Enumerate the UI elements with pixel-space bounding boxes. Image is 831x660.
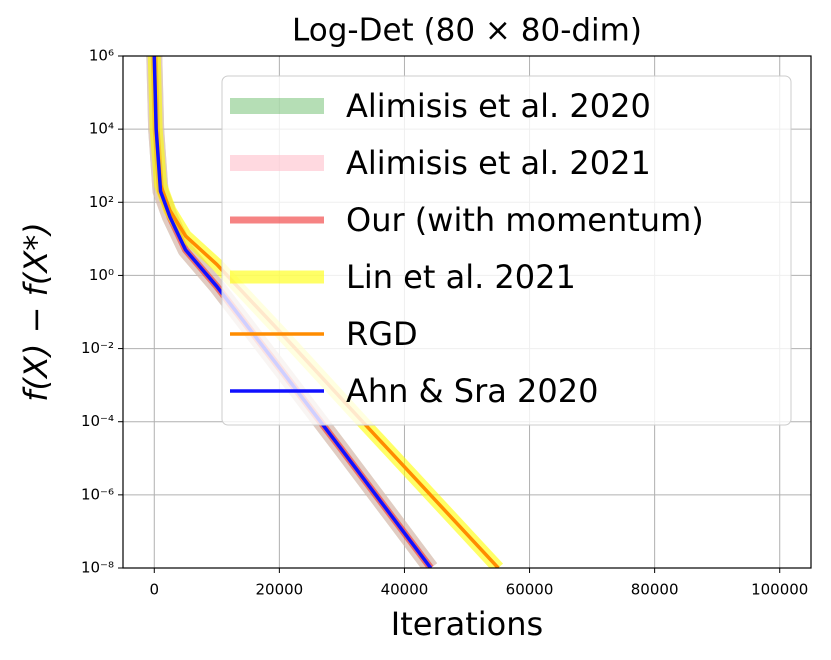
y-tick-label: 10⁻² [81, 339, 114, 357]
x-tick-label: 40000 [381, 581, 429, 599]
x-tick-label: 20000 [256, 581, 304, 599]
chart-title: Log-Det (80 × 80-dim) [292, 13, 642, 49]
legend: Alimisis et al. 2020 Alimisis et al. 2021… [221, 75, 792, 426]
y-tick-label: 10⁰ [89, 266, 114, 284]
x-tick-label: 100000 [751, 581, 808, 599]
legend-label: RGD [346, 315, 418, 353]
x-axis-label: Iterations [391, 605, 543, 643]
y-tick-label: 10⁴ [89, 120, 114, 138]
legend-label: Alimisis et al. 2020 [346, 87, 651, 125]
legend-label: Alimisis et al. 2021 [346, 144, 651, 182]
legend-label: Lin et al. 2021 [346, 258, 576, 296]
x-tick-label: 60000 [506, 581, 554, 599]
y-tick-label: 10⁻⁶ [81, 485, 114, 503]
y-tick-label: 10⁶ [89, 47, 114, 65]
y-tick-label: 10⁻⁴ [81, 412, 114, 430]
y-axis-label: f(X) − f(X*) [17, 222, 55, 401]
y-tick-label: 10² [89, 193, 114, 211]
legend-box [221, 75, 792, 426]
x-tick-label: 0 [149, 581, 159, 599]
y-tick-label: 10⁻⁸ [81, 559, 114, 577]
plot-frame [122, 55, 812, 569]
x-tick-label: 80000 [631, 581, 679, 599]
legend-label: Our (with momentum) [346, 201, 704, 239]
legend-label: Ahn & Sra 2020 [346, 372, 598, 410]
